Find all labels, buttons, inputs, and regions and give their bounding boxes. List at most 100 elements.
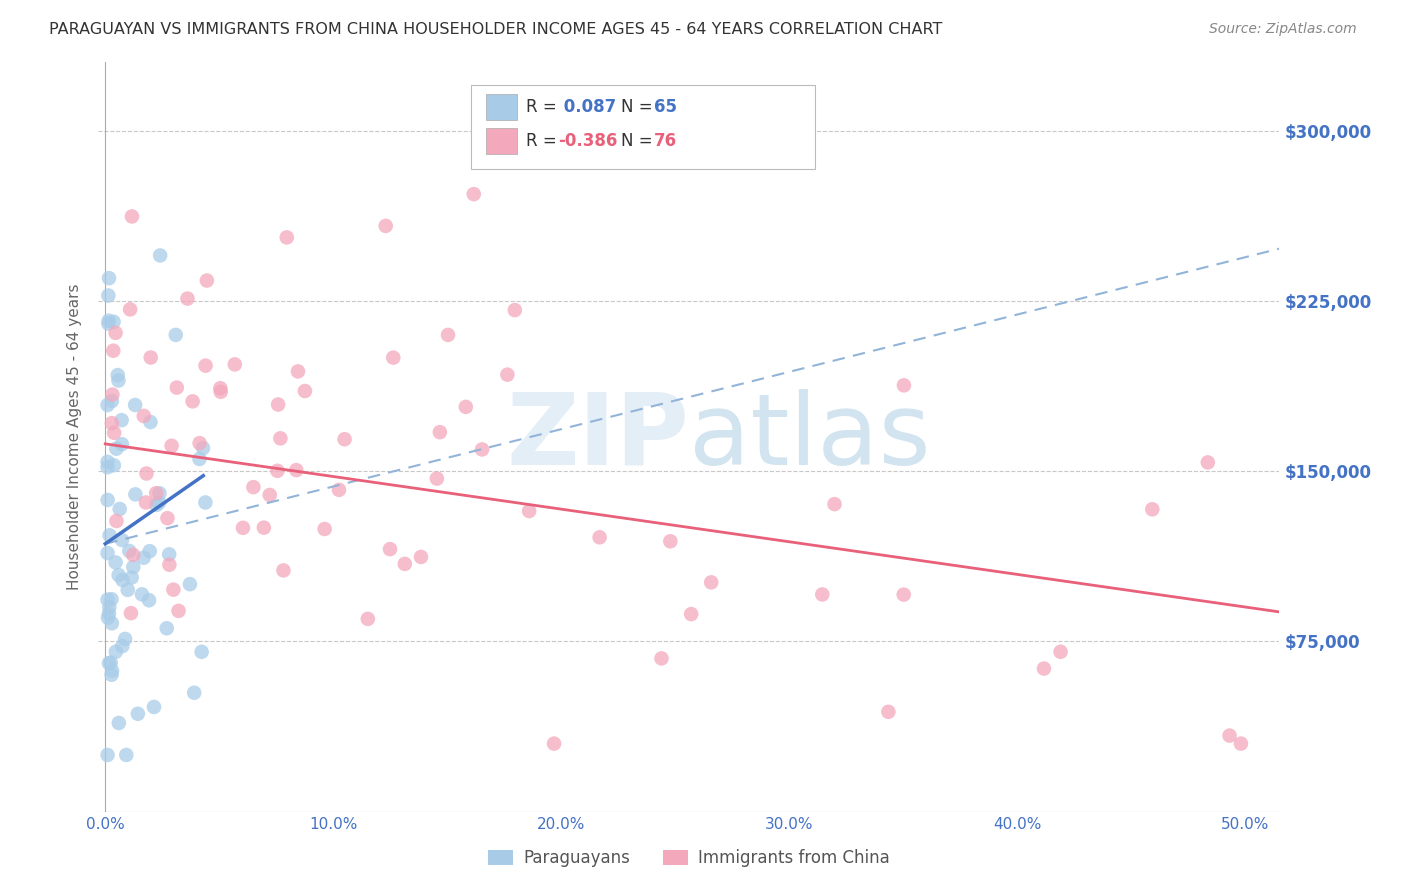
Point (162, 582, 184, 597)
Point (120, 302, 142, 317)
Point (121, 210, 143, 224)
Point (463, 187, 485, 202)
Point (1197, 455, 1219, 469)
Point (471, 442, 494, 457)
Point (242, 480, 264, 494)
Text: 65: 65 (654, 98, 676, 116)
Point (121, 570, 143, 584)
Point (111, 573, 134, 587)
Text: 76: 76 (654, 132, 676, 150)
Point (96, 460, 118, 475)
Point (107, 368, 129, 382)
Point (877, 705, 900, 719)
Point (148, 486, 170, 500)
Point (97, 656, 120, 670)
Point (503, 303, 526, 318)
Point (143, 700, 166, 714)
Point (104, 556, 127, 570)
Point (378, 542, 401, 557)
Point (394, 557, 416, 571)
Point (97, 288, 120, 302)
Point (269, 431, 291, 445)
Point (138, 544, 160, 558)
Point (108, 716, 131, 731)
Text: R =: R = (526, 132, 562, 150)
Point (1219, 729, 1241, 743)
Point (232, 521, 254, 535)
Point (97, 611, 120, 625)
Text: atlas: atlas (689, 389, 931, 485)
Point (97, 607, 120, 621)
Point (111, 533, 134, 547)
Point (893, 378, 915, 392)
Text: PARAGUAYAN VS IMMIGRANTS FROM CHINA HOUSEHOLDER INCOME AGES 45 - 64 YEARS CORREL: PARAGUAYAN VS IMMIGRANTS FROM CHINA HOUS… (49, 22, 942, 37)
Point (357, 612, 380, 626)
Point (104, 645, 127, 659)
Text: Source: ZipAtlas.com: Source: ZipAtlas.com (1209, 22, 1357, 37)
Point (160, 439, 183, 453)
Y-axis label: Householder Income Ages 45 - 64 years: Householder Income Ages 45 - 64 years (67, 284, 83, 591)
Point (111, 413, 134, 427)
Point (659, 534, 682, 549)
Point (101, 616, 124, 631)
Point (108, 502, 131, 516)
Point (100, 667, 122, 681)
Text: 0.087: 0.087 (558, 98, 616, 116)
Point (437, 327, 460, 342)
Point (496, 368, 519, 382)
Point (101, 387, 124, 401)
Point (209, 381, 232, 395)
Point (114, 632, 136, 646)
Point (1032, 662, 1054, 676)
Point (190, 645, 212, 659)
Point (107, 374, 129, 388)
Text: -0.386: -0.386 (558, 132, 617, 150)
Text: N =: N = (621, 98, 658, 116)
Point (273, 563, 295, 577)
Point (157, 547, 180, 561)
Point (1142, 502, 1164, 516)
Point (96, 398, 118, 412)
Text: R =: R = (526, 98, 562, 116)
Point (101, 664, 124, 678)
Point (333, 432, 356, 446)
Point (176, 292, 198, 306)
Point (107, 568, 129, 582)
Point (135, 467, 157, 481)
Point (893, 588, 915, 602)
Point (1049, 645, 1071, 659)
Point (139, 351, 162, 365)
Point (382, 351, 405, 365)
Point (165, 327, 187, 342)
Point (122, 548, 145, 562)
Point (188, 436, 211, 450)
Point (103, 315, 125, 329)
Point (166, 381, 188, 395)
Point (650, 651, 672, 665)
Point (104, 326, 127, 340)
Point (131, 587, 153, 601)
Point (209, 384, 232, 399)
Point (98, 271, 121, 285)
Point (253, 521, 276, 535)
Point (191, 441, 214, 455)
Point (97, 314, 120, 328)
Point (118, 544, 141, 558)
Point (135, 495, 157, 509)
Point (111, 639, 134, 653)
Point (181, 394, 204, 409)
Text: ZIP: ZIP (506, 389, 689, 485)
Point (188, 452, 211, 467)
Point (1230, 737, 1253, 751)
Point (149, 248, 172, 262)
Point (120, 606, 142, 620)
Point (105, 442, 128, 456)
Point (811, 587, 834, 601)
Point (517, 504, 540, 518)
Point (111, 437, 134, 451)
Point (179, 577, 201, 591)
Point (183, 686, 205, 700)
Point (259, 488, 281, 502)
Point (167, 604, 190, 618)
Point (101, 416, 124, 430)
